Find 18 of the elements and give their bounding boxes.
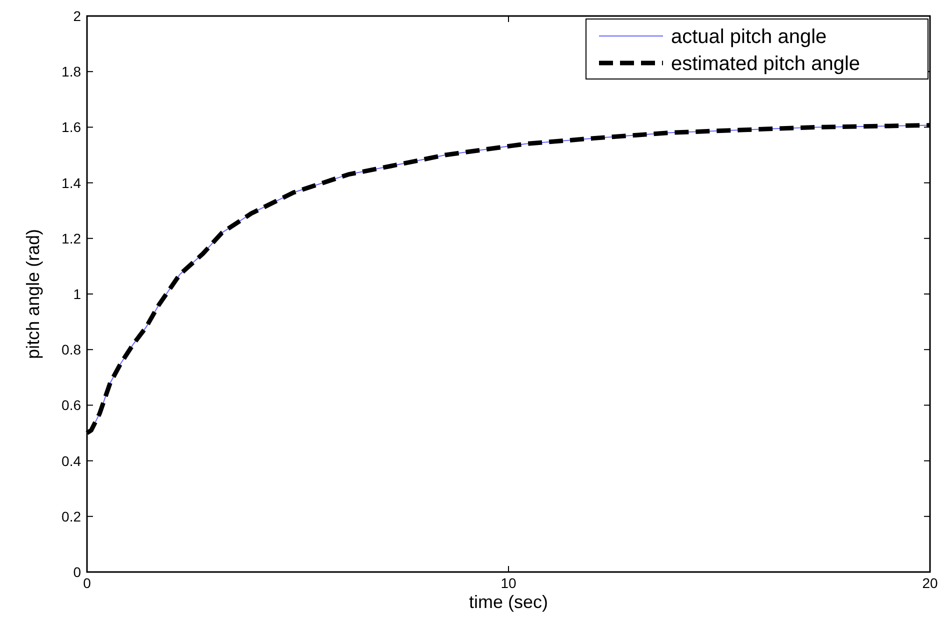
legend-label: estimated pitch angle: [671, 53, 860, 75]
x-tick-label: 10: [500, 575, 516, 591]
y-tick-label: 0.2: [62, 508, 82, 524]
y-tick-label: 2: [73, 8, 82, 24]
x-tick-label: 0: [83, 575, 92, 591]
y-tick-label: 1: [73, 286, 82, 302]
legend-label: actual pitch angle: [671, 26, 827, 48]
y-tick-label: 0: [73, 564, 82, 580]
y-tick-label: 0.4: [62, 452, 82, 469]
y-tick-label: 1.4: [62, 174, 82, 191]
y-axis-title: pitch angle (rad): [23, 228, 43, 360]
y-tick-label: 1.2: [62, 230, 82, 246]
y-tick-label: 1.6: [62, 119, 82, 136]
x-tick-label: 20: [922, 575, 938, 591]
y-tick-label: 1.8: [62, 64, 82, 80]
y-tick-label: 0.8: [62, 342, 82, 358]
y-tick-label: 0.6: [62, 397, 82, 414]
x-axis-title: time (sec): [468, 592, 548, 612]
